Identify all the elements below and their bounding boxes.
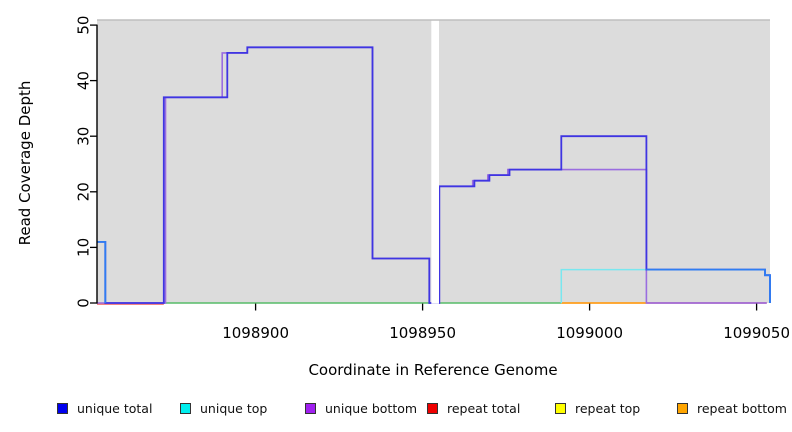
series-unique-total-blue (97, 46, 771, 304)
y-tick-label: 0 (75, 298, 93, 308)
legend-swatch-icon (677, 402, 688, 414)
y-tick-label: 30 (75, 127, 93, 146)
x-axis-title: Coordinate in Reference Genome (308, 361, 557, 379)
series-unique-total-left-azure-overlay (97, 241, 107, 303)
legend: unique total unique top unique bottom repea… (0, 398, 792, 422)
legend-item-unique-total: unique total (57, 398, 152, 418)
legend-label: repeat bottom (697, 400, 787, 416)
legend-item-unique-top: unique top (180, 398, 267, 418)
legend-label: unique total (77, 400, 153, 416)
legend-label: unique top (200, 400, 268, 416)
legend-item-unique-bottom: unique bottom (305, 398, 417, 418)
y-axis-title: Read Coverage Depth (16, 81, 34, 246)
legend-item-repeat-total: repeat total (427, 398, 520, 418)
y-tick-label: 10 (75, 238, 93, 257)
x-tick-label: 1099050 (723, 324, 790, 342)
ticks-layer: 1098900 1098950 1099000 1099050 0 10 20 30 40 50 (75, 16, 791, 342)
x-tick-label: 1099000 (556, 324, 623, 342)
x-tick-label: 1098900 (222, 324, 289, 342)
legend-label: repeat top (575, 400, 641, 416)
series-unique-total-right-azure-overlay (646, 268, 771, 303)
y-tick-label: 50 (75, 16, 93, 35)
legend-swatch-icon (57, 402, 68, 414)
y-tick-label: 40 (75, 71, 93, 90)
legend-swatch-icon (427, 402, 438, 414)
masked-region-band (431, 20, 439, 304)
legend-item-repeat-bottom: repeat bottom (677, 398, 787, 418)
y-tick-label: 20 (75, 182, 93, 201)
legend-swatch-icon (305, 402, 316, 414)
legend-label: repeat total (447, 400, 521, 416)
x-tick-label: 1098950 (389, 324, 456, 342)
legend-item-repeat-top: repeat top (555, 398, 640, 418)
legend-label: unique bottom (325, 400, 418, 416)
legend-swatch-icon (180, 402, 191, 414)
legend-swatch-icon (555, 402, 566, 414)
